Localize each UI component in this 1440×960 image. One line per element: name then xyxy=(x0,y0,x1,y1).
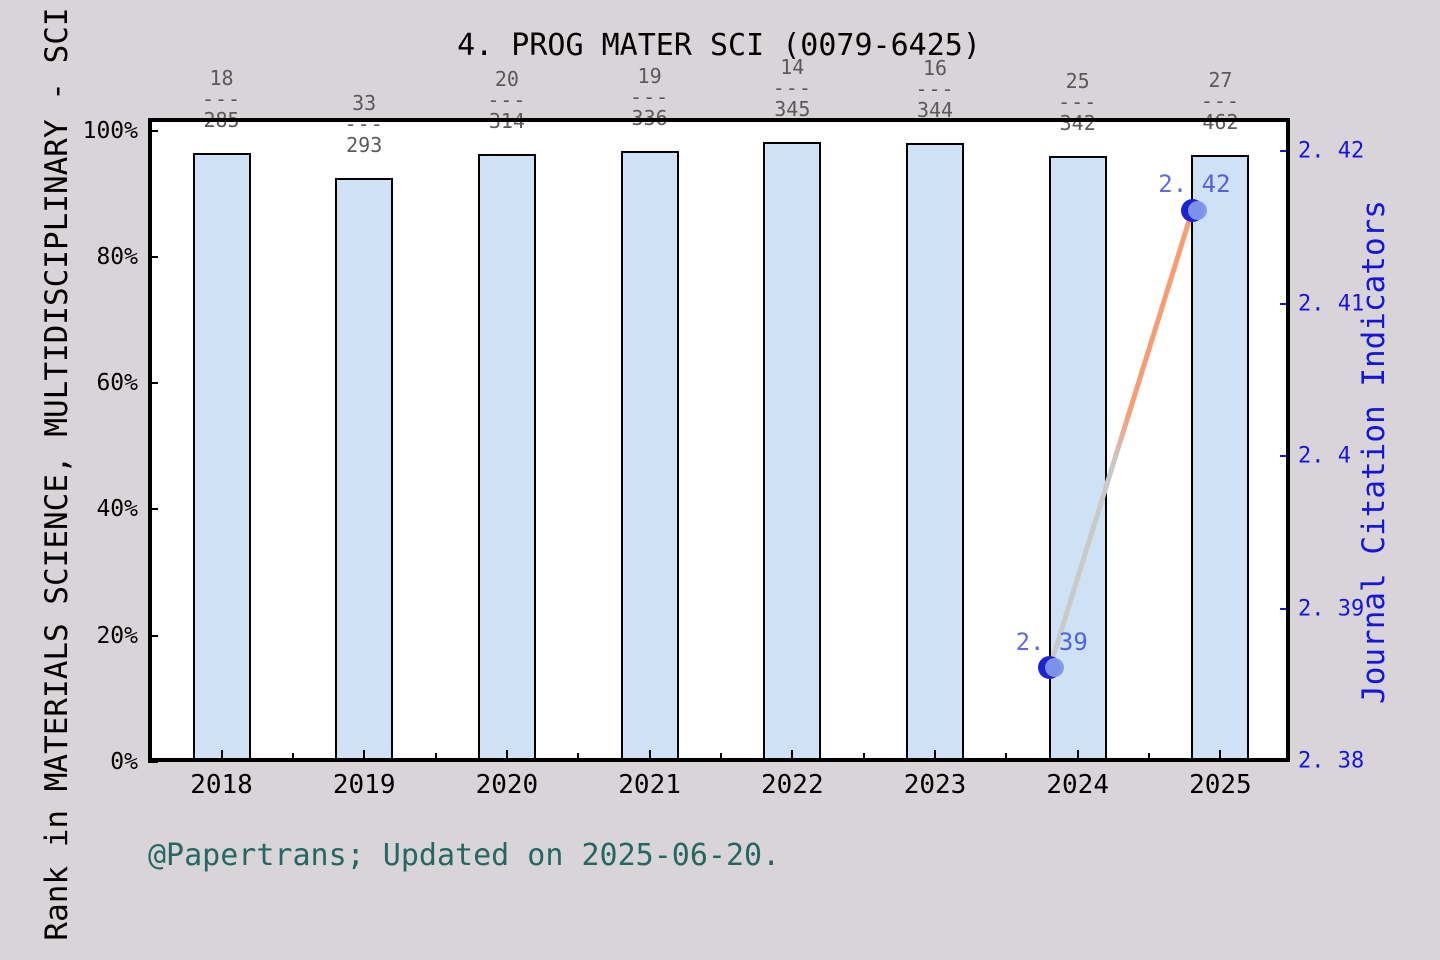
fraction-rank: 16 xyxy=(922,56,948,81)
fraction-rank: 25 xyxy=(1065,68,1090,93)
left-axis-label: Rank in MATERIALS SCIENCE, MULTIDISCIPLI… xyxy=(39,7,75,941)
x-minor-tick xyxy=(1148,753,1151,760)
x-tick xyxy=(1076,750,1079,760)
fraction-divider: --- xyxy=(487,87,527,112)
right-tick xyxy=(1280,302,1290,305)
fraction-total: 342 xyxy=(1059,110,1096,135)
fraction-total: 336 xyxy=(631,105,668,130)
fraction-rank: 33 xyxy=(352,90,377,115)
right-tick xyxy=(1280,455,1290,457)
fraction-total: 293 xyxy=(346,132,383,157)
fraction-total: 285 xyxy=(203,108,240,133)
fraction-divider: --- xyxy=(1058,89,1098,114)
bar xyxy=(906,143,964,760)
fraction-divider: --- xyxy=(1200,89,1240,114)
x-tick-label: 2025 xyxy=(1189,770,1252,800)
right-tick-label: 2. 41 xyxy=(1298,291,1365,316)
x-tick-label: 2024 xyxy=(1046,770,1109,800)
x-tick-label: 2019 xyxy=(332,770,396,800)
x-tick xyxy=(648,750,651,760)
left-tick-label: 80% xyxy=(96,243,138,270)
right-tick xyxy=(1280,607,1290,610)
fraction-rank: 18 xyxy=(209,66,234,91)
x-tick-label: 2020 xyxy=(475,770,539,800)
left-tick xyxy=(148,508,158,511)
fraction-total: 345 xyxy=(774,96,811,121)
fraction-rank: 27 xyxy=(1208,68,1233,93)
right-tick-label: 2. 42 xyxy=(1298,138,1365,164)
x-tick-label: 2023 xyxy=(903,770,967,800)
right-tick-label: 2. 38 xyxy=(1298,748,1365,774)
x-minor-tick xyxy=(291,753,294,760)
left-tick xyxy=(148,382,158,385)
fraction-total: 344 xyxy=(916,98,954,123)
fraction-rank: 20 xyxy=(494,66,519,91)
left-tick-label: 40% xyxy=(96,496,138,523)
x-minor-tick xyxy=(577,753,580,760)
jci-point-label: 2. 42 xyxy=(1158,170,1231,198)
right-tick xyxy=(1280,760,1290,762)
x-tick xyxy=(934,750,936,760)
bar xyxy=(620,150,679,760)
x-tick-label: 2021 xyxy=(618,770,681,800)
x-tick xyxy=(791,750,794,760)
bar-fraction-label: 18 --- 285 xyxy=(162,68,282,131)
fraction-divider: --- xyxy=(344,111,384,136)
left-tick xyxy=(148,129,158,132)
plot-area xyxy=(148,118,1290,762)
footer-note: @Papertrans; Updated on 2025-06-20. xyxy=(148,838,781,873)
x-tick-label: 2022 xyxy=(760,770,824,800)
right-tick xyxy=(1280,150,1290,152)
left-tick-label: 60% xyxy=(96,370,138,397)
bar-fraction-label: 19 --- 336 xyxy=(590,63,710,130)
jci-marker-highlight xyxy=(1187,200,1207,220)
bar xyxy=(192,153,251,760)
x-minor-tick xyxy=(862,753,865,760)
left-tick-label: 100% xyxy=(82,117,138,144)
bar xyxy=(1191,155,1250,760)
bar-fraction-label: 27 --- 462 xyxy=(1160,70,1280,133)
x-tick xyxy=(505,750,508,760)
bar xyxy=(477,153,536,760)
chart-title: 4. PROG MATER SCI (0079-6425) xyxy=(457,28,981,63)
fraction-divider: --- xyxy=(630,84,670,109)
fraction-rank: 14 xyxy=(780,54,805,79)
left-tick xyxy=(148,255,158,258)
fraction-total: 462 xyxy=(1202,110,1239,135)
left-tick xyxy=(148,761,158,763)
bar-fraction-label: 14 --- 345 xyxy=(732,54,852,121)
fraction-rank: 19 xyxy=(637,63,662,88)
right-axis-label: Journal Citation Indicators xyxy=(1356,200,1392,704)
fraction-divider: --- xyxy=(915,77,955,102)
bar-fraction-label: 20 --- 314 xyxy=(447,66,567,133)
right-tick-label: 2. 4 xyxy=(1298,443,1351,469)
x-tick-label: 2018 xyxy=(190,770,253,800)
bar-fraction-label: 25 --- 342 xyxy=(1018,68,1138,135)
fraction-total: 314 xyxy=(488,108,525,133)
x-tick xyxy=(363,750,366,760)
left-tick-label: 0% xyxy=(110,749,138,775)
bar-fraction-label: 16 --- 344 xyxy=(875,58,995,121)
bar xyxy=(335,177,394,760)
jci-point-label: 2. 39 xyxy=(1015,627,1088,656)
fraction-divider: --- xyxy=(201,87,242,112)
right-tick-label: 2. 39 xyxy=(1298,596,1365,621)
x-tick xyxy=(220,750,223,760)
x-minor-tick xyxy=(1005,753,1008,760)
left-tick xyxy=(148,634,158,637)
x-tick xyxy=(1219,750,1222,760)
bar-fraction-label: 33 --- 293 xyxy=(304,90,424,157)
bar xyxy=(763,141,822,760)
x-minor-tick xyxy=(434,753,437,760)
left-tick-label: 20% xyxy=(96,622,138,649)
x-minor-tick xyxy=(719,753,722,760)
fraction-divider: --- xyxy=(772,75,812,100)
